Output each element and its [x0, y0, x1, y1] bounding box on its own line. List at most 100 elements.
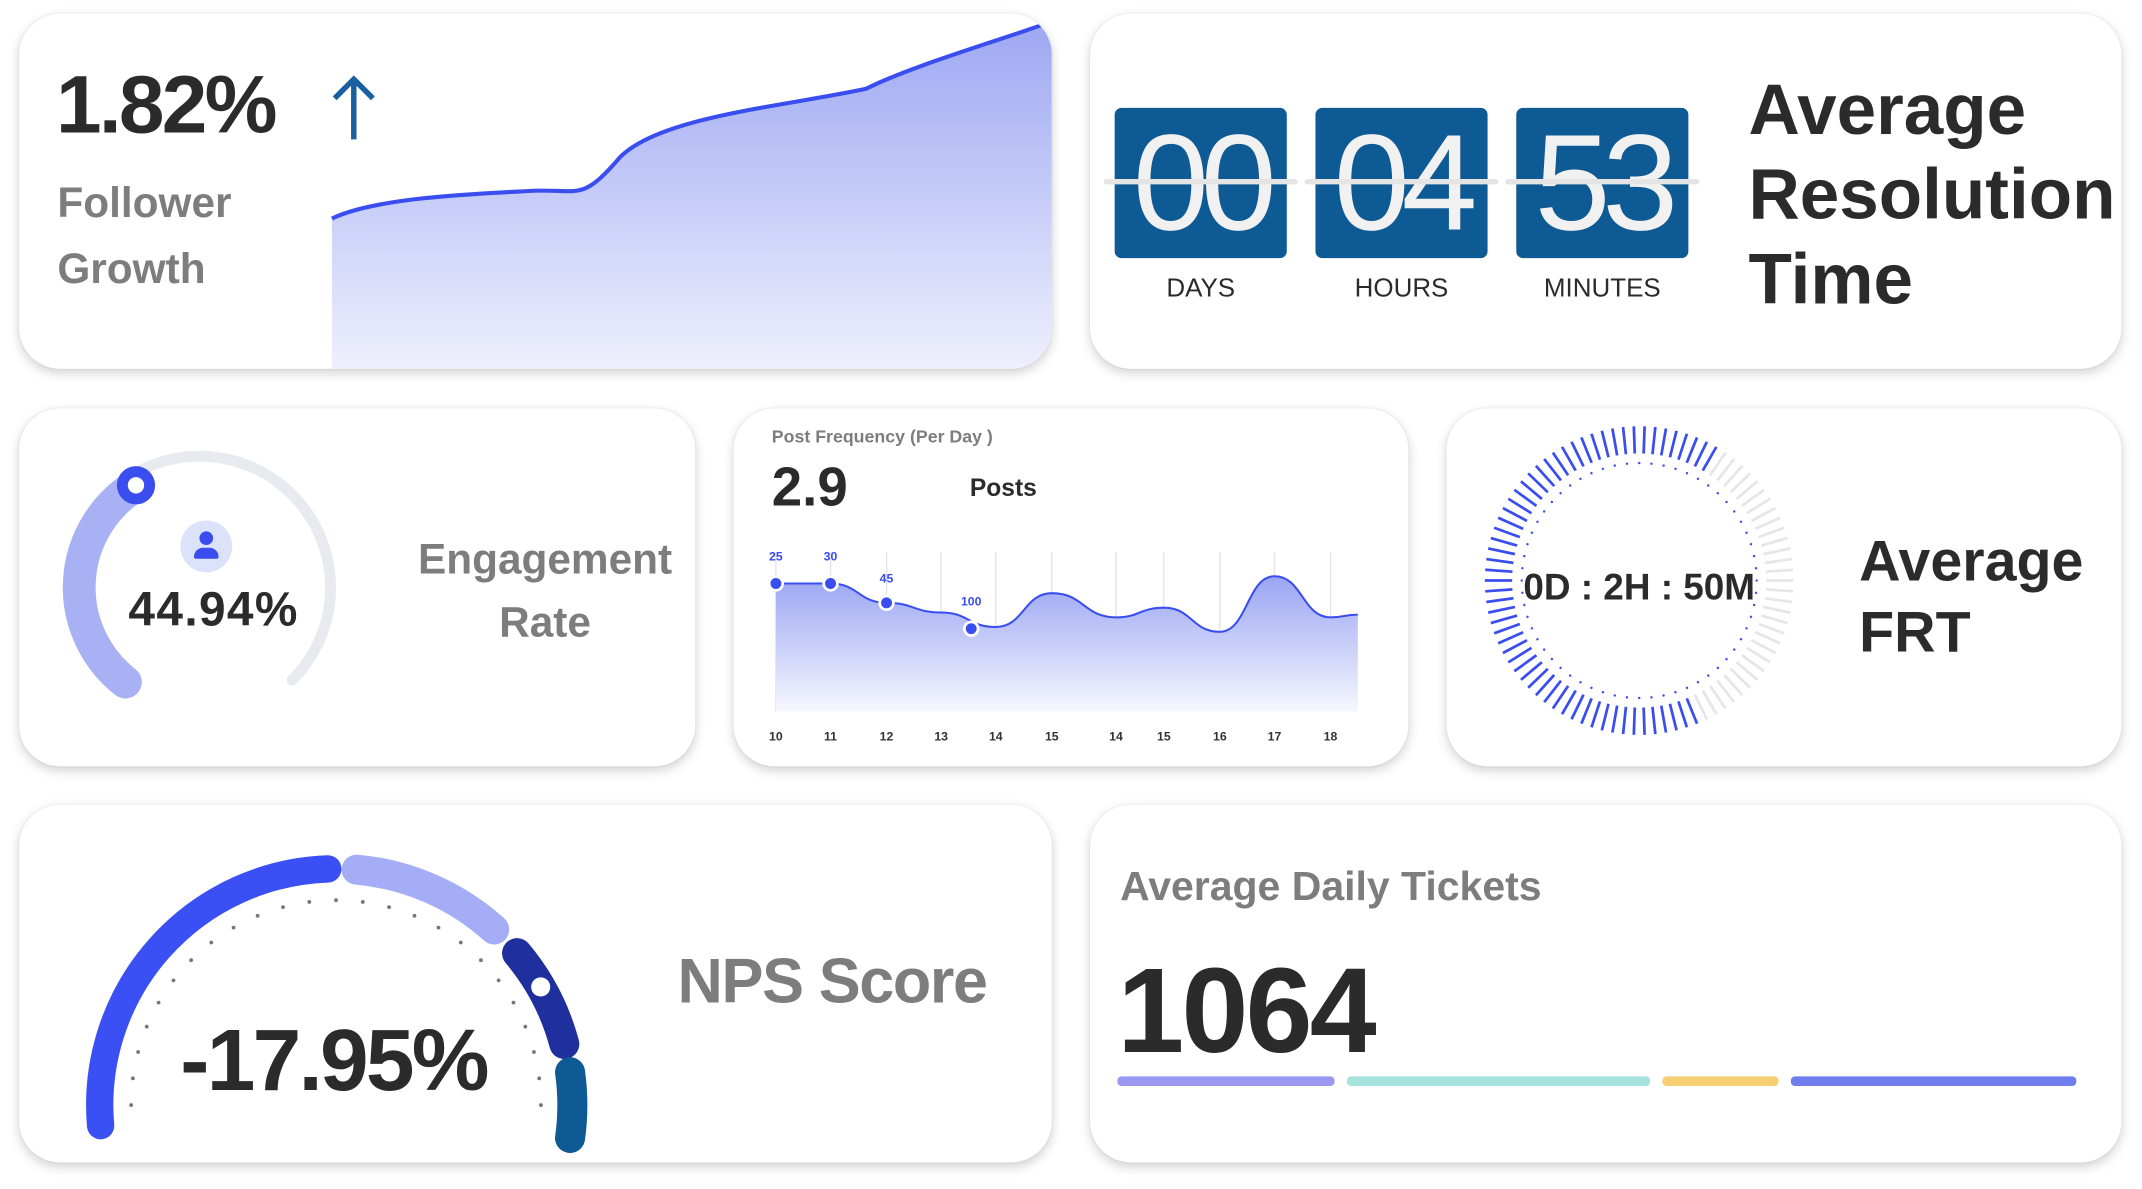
ring-dot: [1685, 686, 1689, 690]
ring-tick: [1659, 428, 1668, 456]
nps-scale-dot: [307, 900, 312, 904]
ring-tick: [1560, 689, 1577, 715]
ring-dot: [1696, 477, 1700, 481]
ring-tick: [1507, 497, 1533, 515]
ring-tick: [1754, 630, 1781, 645]
nps-scale-dot: [496, 978, 501, 983]
ring-tick: [1611, 705, 1619, 733]
ring-tick: [1527, 472, 1549, 494]
ring-dot: [1550, 500, 1554, 504]
ring-tick: [1600, 703, 1610, 731]
frt-card: 0D : 2H : 50M Average FRT: [1446, 408, 2122, 767]
ring-dot: [1707, 674, 1710, 677]
x-tick-label: 14: [1109, 729, 1123, 743]
ring-dot: [1601, 467, 1605, 471]
nps-scale-dot: [209, 940, 214, 945]
ring-tick: [1551, 451, 1570, 476]
nps-scale-dot: [189, 958, 194, 963]
ring-dot: [1716, 666, 1720, 670]
ring-dot: [1523, 603, 1526, 607]
gauge-knob-center: [127, 477, 145, 494]
ring-dot: [1685, 472, 1689, 475]
post-frequency-chart: 10 11 12 13 14 15 14 15 16 17 18 25 30 45 100: [767, 549, 1358, 743]
ring-tick: [1520, 480, 1543, 500]
ring-tick: [1570, 694, 1585, 720]
ring-tick: [1693, 441, 1709, 467]
label-line: Growth: [57, 244, 206, 293]
ring-tick: [1580, 436, 1593, 464]
ring-dot: [1590, 686, 1593, 690]
ring-tick: [1764, 596, 1793, 604]
countdown-tile-hours: 04: [1304, 107, 1499, 260]
gauge-fill: [62, 468, 153, 699]
ring-dot: [1526, 615, 1529, 619]
ring-tick: [1750, 506, 1777, 523]
ring-tick: [1487, 605, 1516, 614]
post-frequency-card: Post Frequency (Per Day ) 2.9 Posts 10 11…: [733, 408, 1409, 767]
ring-tick: [1551, 685, 1570, 710]
ring-tick: [1701, 446, 1718, 472]
x-tick-label: 10: [769, 729, 783, 743]
frt-label: Average FRT: [1859, 526, 2083, 668]
ring-tick: [1490, 536, 1518, 547]
follower-growth-value: 1.82%: [56, 58, 277, 151]
ring-tick: [1502, 638, 1528, 655]
x-tick-label: 12: [880, 729, 894, 743]
follower-growth-label: Follower Growth: [57, 171, 231, 302]
ring-tick: [1709, 451, 1727, 476]
ring-tick: [1590, 433, 1602, 461]
ring-dot: [1536, 520, 1539, 524]
x-tick-label: 18: [1324, 729, 1338, 743]
x-tick-label: 17: [1268, 729, 1282, 743]
data-point[interactable]: [767, 575, 785, 592]
ring-tick: [1527, 667, 1549, 689]
area-fill: [775, 576, 1358, 712]
engagement-gauge: [62, 450, 337, 699]
ring-tick: [1763, 547, 1791, 556]
ring-tick: [1621, 426, 1628, 455]
data-point[interactable]: [878, 594, 895, 612]
ring-tick: [1493, 622, 1521, 635]
ring-dot: [1550, 657, 1554, 661]
x-tick-label: 14: [989, 729, 1003, 743]
data-point[interactable]: [963, 620, 980, 637]
ring-dot: [1530, 627, 1534, 630]
nps-scale-dot: [523, 1024, 528, 1029]
engagement-card: 44.94% Engagement Rate: [19, 408, 696, 767]
data-point[interactable]: [822, 575, 839, 592]
ring-dot: [1650, 462, 1653, 465]
x-tick-label: 16: [1213, 729, 1227, 743]
ring-tick: [1763, 605, 1791, 614]
ring-tick: [1659, 705, 1668, 733]
ring-tick: [1723, 674, 1744, 697]
post-frequency-value: 2.9: [771, 457, 848, 518]
post-frequency-unit: Posts: [969, 474, 1037, 502]
daily-tickets-title: Average Daily Tickets: [1120, 864, 1542, 910]
ring-dot: [1733, 510, 1736, 513]
ring-tick: [1729, 472, 1752, 494]
tickets-segment: [1790, 1076, 2077, 1086]
tickets-breakdown-bar: [1117, 1076, 2077, 1086]
flip-divider: [1505, 178, 1700, 185]
ring-tick: [1486, 596, 1514, 604]
ring-dot: [1662, 694, 1665, 697]
growth-area: [331, 24, 1052, 369]
ring-tick: [1764, 557, 1793, 565]
title-line: Time: [1748, 240, 1913, 320]
nps-scale-dot: [130, 1076, 135, 1081]
ring-dot: [1637, 461, 1641, 465]
ring-tick: [1741, 488, 1765, 507]
nps-scale-dot: [136, 1050, 141, 1054]
ring-dot: [1662, 464, 1665, 467]
label-line: Follower: [57, 178, 232, 227]
data-label: 45: [880, 571, 894, 585]
nps-value: -17.95%: [180, 1010, 489, 1110]
ring-dot: [1707, 484, 1710, 487]
ring-dot: [1716, 492, 1720, 495]
x-tick-label: 11: [824, 729, 837, 743]
ring-tick: [1760, 536, 1788, 547]
ring-tick: [1632, 426, 1637, 454]
ring-dot: [1559, 666, 1562, 670]
ring-tick: [1600, 430, 1610, 458]
ring-tick: [1741, 654, 1765, 673]
